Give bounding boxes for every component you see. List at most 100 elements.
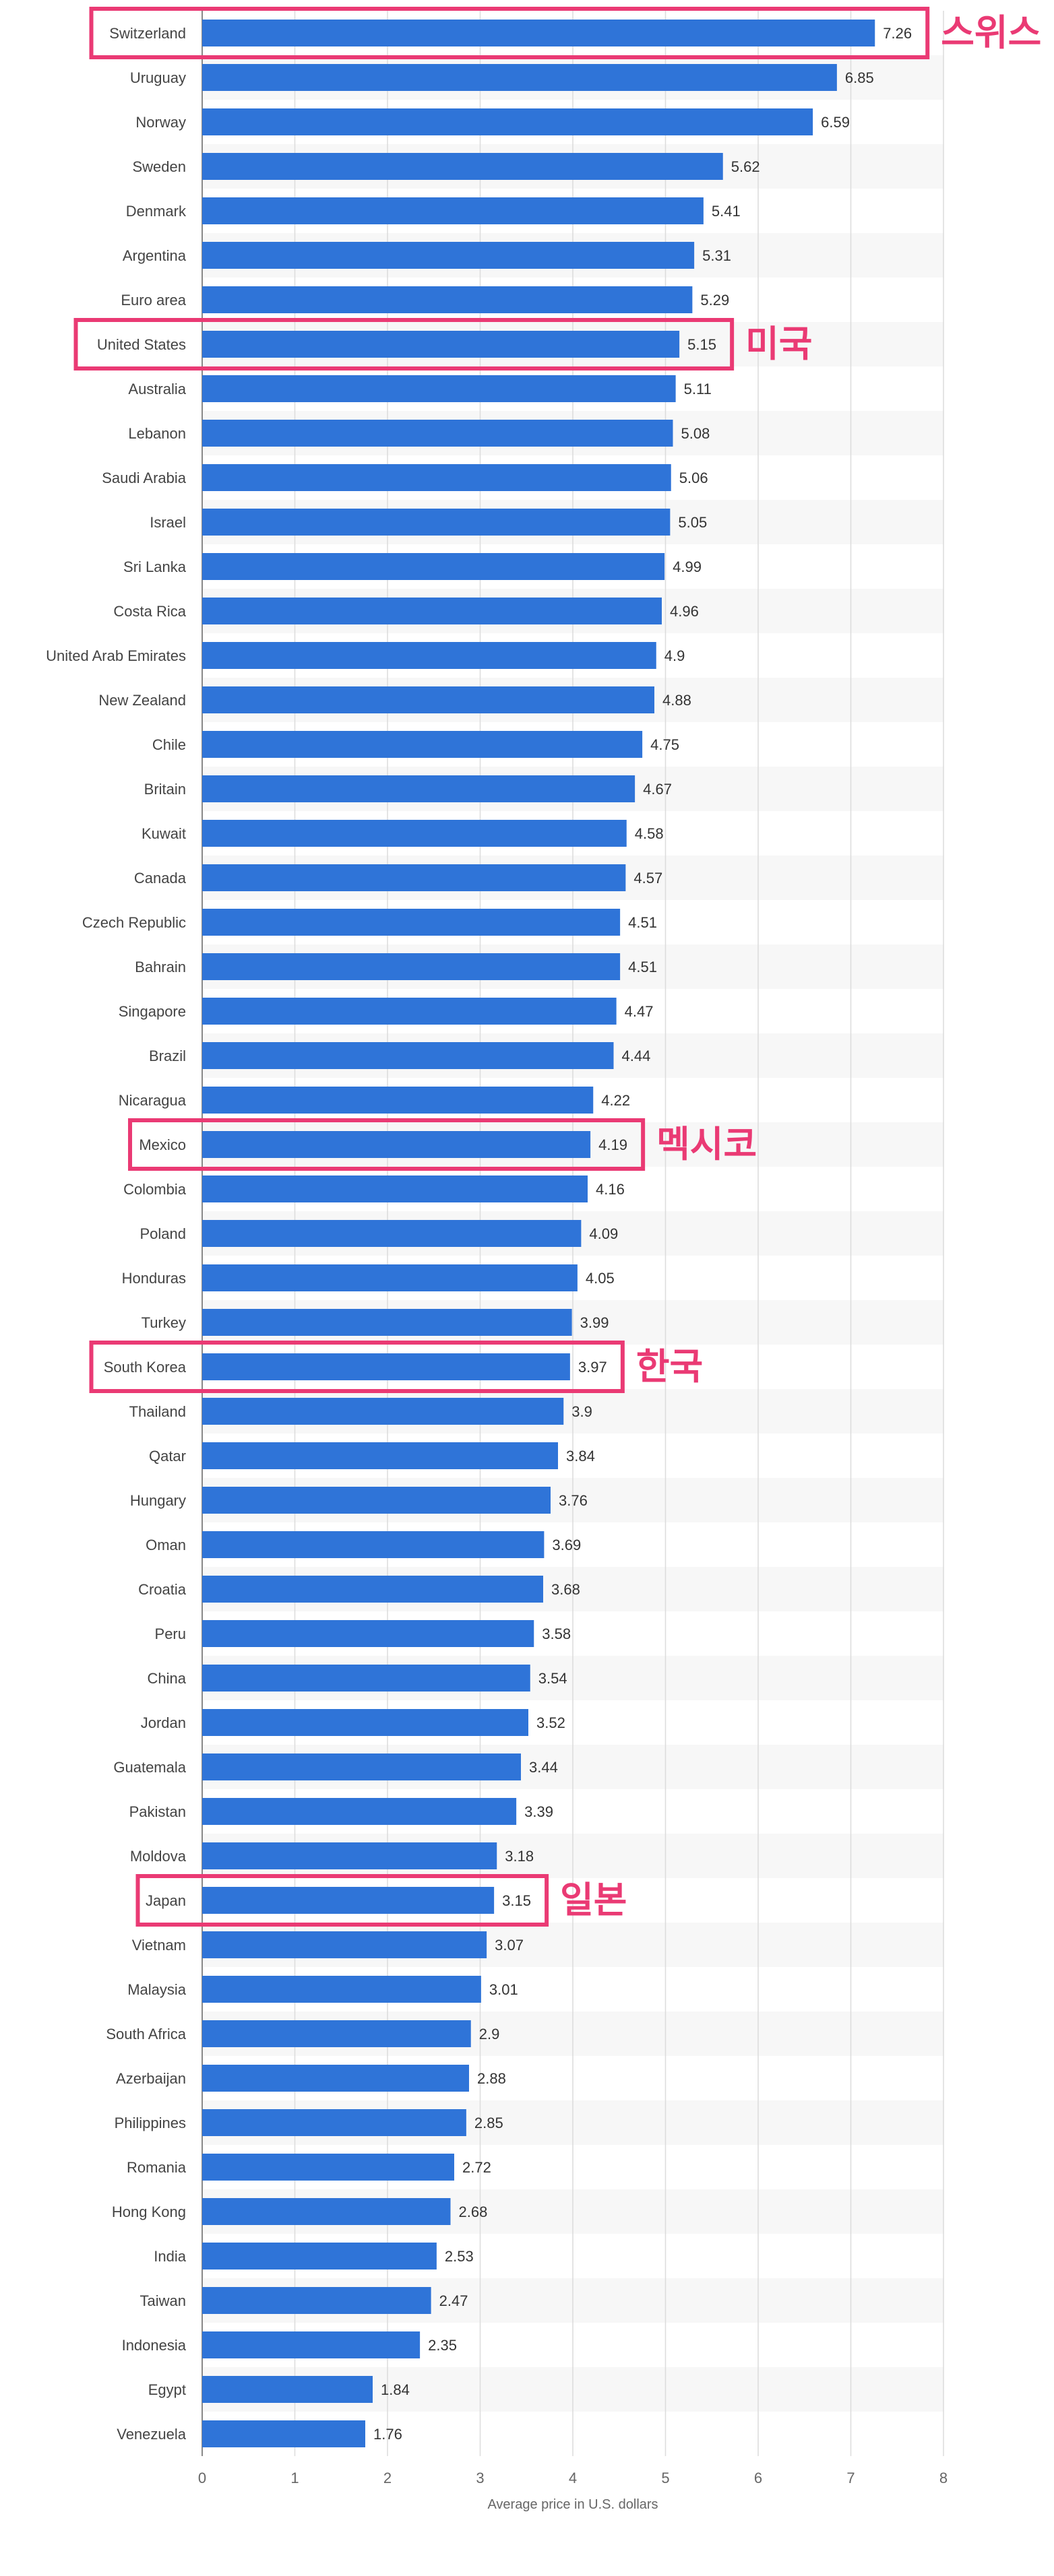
category-labels: Switzerland Uruguay Norway Sweden Denmark Arg… [46,25,187,2443]
value-label: 4.57 [633,870,662,887]
bar [202,464,671,491]
value-label: 4.05 [586,1270,615,1287]
highlight-note: 한국 [636,1345,703,1388]
bar [202,1131,591,1158]
x-tick-label: 5 [661,2470,669,2486]
value-label: 4.44 [622,1048,651,1064]
value-label: 3.9 [571,1403,592,1420]
bar [202,1887,495,1914]
bar [202,1842,497,1869]
x-tick-label: 0 [198,2470,206,2486]
highlight-note: 일본 [560,1879,627,1921]
category-label: Jordan [141,1714,186,1731]
value-label: 2.72 [462,2159,491,2176]
bar [202,242,695,269]
bar [202,2376,373,2403]
highlight-box [135,1874,549,1927]
category-label: Pakistan [129,1803,186,1820]
highlight-note: 미국 [745,323,812,365]
value-label: 3.84 [566,1448,595,1464]
category-label: Hong Kong [112,2203,186,2220]
category-label: Kuwait [142,825,186,842]
value-label: 5.62 [731,158,760,175]
category-label: Philippines [115,2115,186,2131]
bar [202,1487,551,1514]
value-label: 4.19 [598,1136,627,1153]
value-label: 6.59 [821,114,850,131]
highlight-box [128,1118,646,1171]
bar [202,820,627,847]
category-label: Britain [144,781,186,798]
value-label: 4.51 [628,914,657,931]
category-label: Moldova [130,1848,187,1865]
category-label: Sri Lanka [123,558,187,575]
category-label: Czech Republic [82,914,186,931]
bar [202,2154,454,2181]
value-label: 3.99 [580,1314,609,1331]
bar [202,775,636,802]
value-label: 1.76 [373,2426,402,2443]
bar [202,1220,582,1247]
category-label: Saudi Arabia [102,470,187,486]
bar [202,153,723,180]
value-label: 4.88 [662,692,691,709]
value-label: 6.85 [845,69,874,86]
value-label: 3.07 [495,1937,524,1954]
category-label: Mexico [139,1136,186,1153]
category-label: Qatar [149,1448,186,1464]
value-label: 2.88 [477,2070,506,2087]
bar [202,1931,487,1958]
category-label: Guatemala [113,1759,186,1776]
category-label: Norway [135,114,186,131]
category-label: Brazil [149,1048,186,1064]
bar [202,2243,437,2269]
bar [202,1442,558,1469]
bar [202,108,813,135]
bar [202,1309,572,1336]
value-label: 4.51 [628,959,657,975]
value-label: 4.16 [596,1181,625,1198]
bar [202,197,704,224]
value-label: 5.41 [712,203,741,220]
bar [202,1753,521,1780]
value-label: 3.76 [559,1492,588,1509]
bar [202,909,621,936]
category-label: Indonesia [122,2337,187,2354]
highlight-box [89,1341,625,1393]
category-label: Turkey [142,1314,186,1331]
category-label: Thailand [129,1403,186,1420]
bar [202,1531,545,1558]
category-label: Canada [134,870,187,887]
value-label: 3.54 [538,1670,567,1687]
bar [202,598,662,624]
category-label: Uruguay [130,69,186,86]
value-label: 3.68 [551,1581,580,1598]
value-label: 2.9 [479,2026,500,2042]
category-label: Lebanon [128,425,186,442]
bar [202,553,665,580]
category-label: Switzerland [109,25,186,42]
value-label: 4.67 [643,781,672,798]
bar [202,1042,614,1069]
category-label: Egypt [148,2381,186,2398]
value-label: 3.01 [489,1981,518,1998]
category-label: Japan [146,1892,186,1909]
value-label: 5.06 [679,470,708,486]
category-label: Australia [128,381,186,397]
value-label: 3.44 [529,1759,558,1776]
category-label: China [148,1670,187,1687]
x-axis: 0 1 2 3 4 5 6 7 8 [198,2470,948,2486]
value-label: 2.47 [439,2292,468,2309]
value-label: 3.69 [552,1537,581,1553]
bar [202,1176,588,1202]
value-label: 2.35 [428,2337,457,2354]
category-label: Venezuela [117,2426,187,2443]
value-label: 4.99 [673,558,702,575]
category-label: Argentina [123,247,187,264]
value-label: 5.11 [684,381,712,397]
bar [202,1398,564,1425]
bars [202,20,875,2447]
category-label: United States [97,336,186,353]
category-label: Sweden [132,158,186,175]
